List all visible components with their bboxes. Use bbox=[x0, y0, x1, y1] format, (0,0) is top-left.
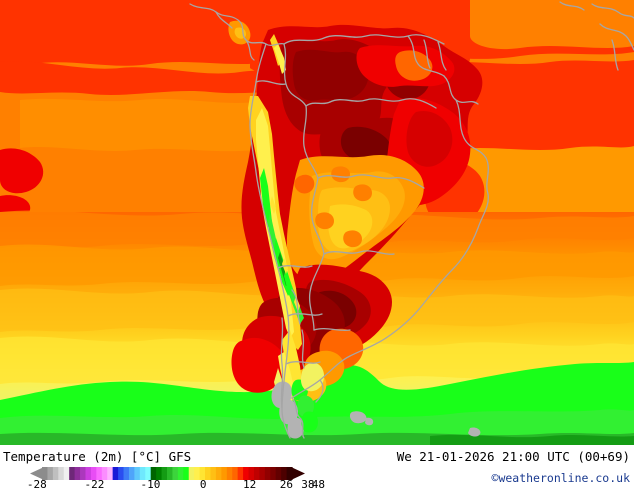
colorbar-swatch bbox=[58, 467, 65, 480]
footer-bar: Temperature (2m) [°C] GFS We 21-01-2026 … bbox=[0, 445, 634, 490]
colorbar-swatch bbox=[90, 467, 97, 480]
colorbar-swatch bbox=[150, 467, 157, 480]
colorbar-swatch bbox=[286, 467, 293, 480]
temperature-colorbar: -28 -22 -10 0 12 26 38 48 bbox=[0, 467, 325, 490]
copyright-link[interactable]: ©weatheronline.co.uk bbox=[491, 471, 630, 485]
colorbar-tick: 38 bbox=[301, 478, 315, 490]
colorbar-max-arrow bbox=[291, 467, 305, 480]
colorbar-swatch bbox=[281, 467, 288, 480]
colorbar-swatches bbox=[30, 467, 305, 480]
colorbar-swatch bbox=[161, 467, 168, 480]
colorbar-swatch bbox=[237, 467, 244, 480]
colorbar-swatch bbox=[42, 467, 49, 480]
colorbar-tick: -28 bbox=[26, 478, 47, 490]
colorbar-tick: 26 bbox=[279, 478, 294, 490]
colorbar-swatch bbox=[123, 467, 130, 480]
country-borders bbox=[189, 1, 634, 439]
colorbar-swatch bbox=[232, 467, 239, 480]
colorbar-swatch bbox=[80, 467, 87, 480]
colorbar-swatch bbox=[47, 467, 54, 480]
colorbar-swatch bbox=[74, 467, 81, 480]
colorbar-swatch bbox=[167, 467, 174, 480]
colorbar-swatch bbox=[112, 467, 119, 480]
colorbar-swatch bbox=[194, 467, 201, 480]
colorbar-swatch bbox=[85, 467, 92, 480]
colorbar-swatch bbox=[177, 467, 184, 480]
colorbar-swatch bbox=[118, 467, 125, 480]
colorbar-swatch bbox=[128, 467, 135, 480]
colorbar-swatch bbox=[145, 467, 152, 480]
colorbar-swatch bbox=[210, 467, 217, 480]
colorbar-swatch bbox=[188, 467, 195, 480]
colorbar-swatch bbox=[69, 467, 76, 480]
colorbar-tick-labels: -28 -22 -10 0 12 26 38 48 bbox=[0, 478, 325, 490]
colorbar-swatch bbox=[63, 467, 70, 480]
colorbar-swatch bbox=[259, 467, 266, 480]
colorbar-swatch bbox=[183, 467, 190, 480]
valid-datetime: We 21-01-2026 21:00 UTC (00+69) bbox=[396, 449, 630, 464]
colorbar-swatch bbox=[101, 467, 108, 480]
map-title: Temperature (2m) [°C] GFS bbox=[3, 449, 192, 464]
colorbar-swatch bbox=[156, 467, 163, 480]
colorbar-swatch bbox=[139, 467, 146, 480]
colorbar-tick: 0 bbox=[199, 478, 207, 490]
colorbar-swatch bbox=[226, 467, 233, 480]
temperature-map[interactable] bbox=[0, 0, 634, 445]
colorbar-swatch bbox=[270, 467, 277, 480]
colorbar-swatch bbox=[264, 467, 271, 480]
colorbar-swatch bbox=[199, 467, 206, 480]
colorbar-swatch bbox=[221, 467, 228, 480]
patagonia-region bbox=[271, 330, 481, 439]
colorbar-swatch bbox=[248, 467, 255, 480]
temperature-field bbox=[0, 0, 634, 445]
colorbar-swatch bbox=[96, 467, 103, 480]
colorbar-swatch bbox=[215, 467, 222, 480]
colorbar-swatch bbox=[253, 467, 260, 480]
colorbar-tick: -22 bbox=[84, 478, 105, 490]
colorbar-tick: 48 bbox=[311, 478, 326, 490]
colorbar-min-arrow bbox=[30, 467, 44, 480]
colorbar-swatch bbox=[275, 467, 282, 480]
colorbar-swatch bbox=[52, 467, 59, 480]
colorbar-tick: 12 bbox=[242, 478, 257, 490]
colorbar-swatch bbox=[107, 467, 114, 480]
colorbar-swatch bbox=[134, 467, 141, 480]
colorbar-swatch bbox=[205, 467, 212, 480]
colorbar-tick: -10 bbox=[140, 478, 161, 490]
colorbar-swatch bbox=[172, 467, 179, 480]
colorbar-swatch bbox=[243, 467, 250, 480]
